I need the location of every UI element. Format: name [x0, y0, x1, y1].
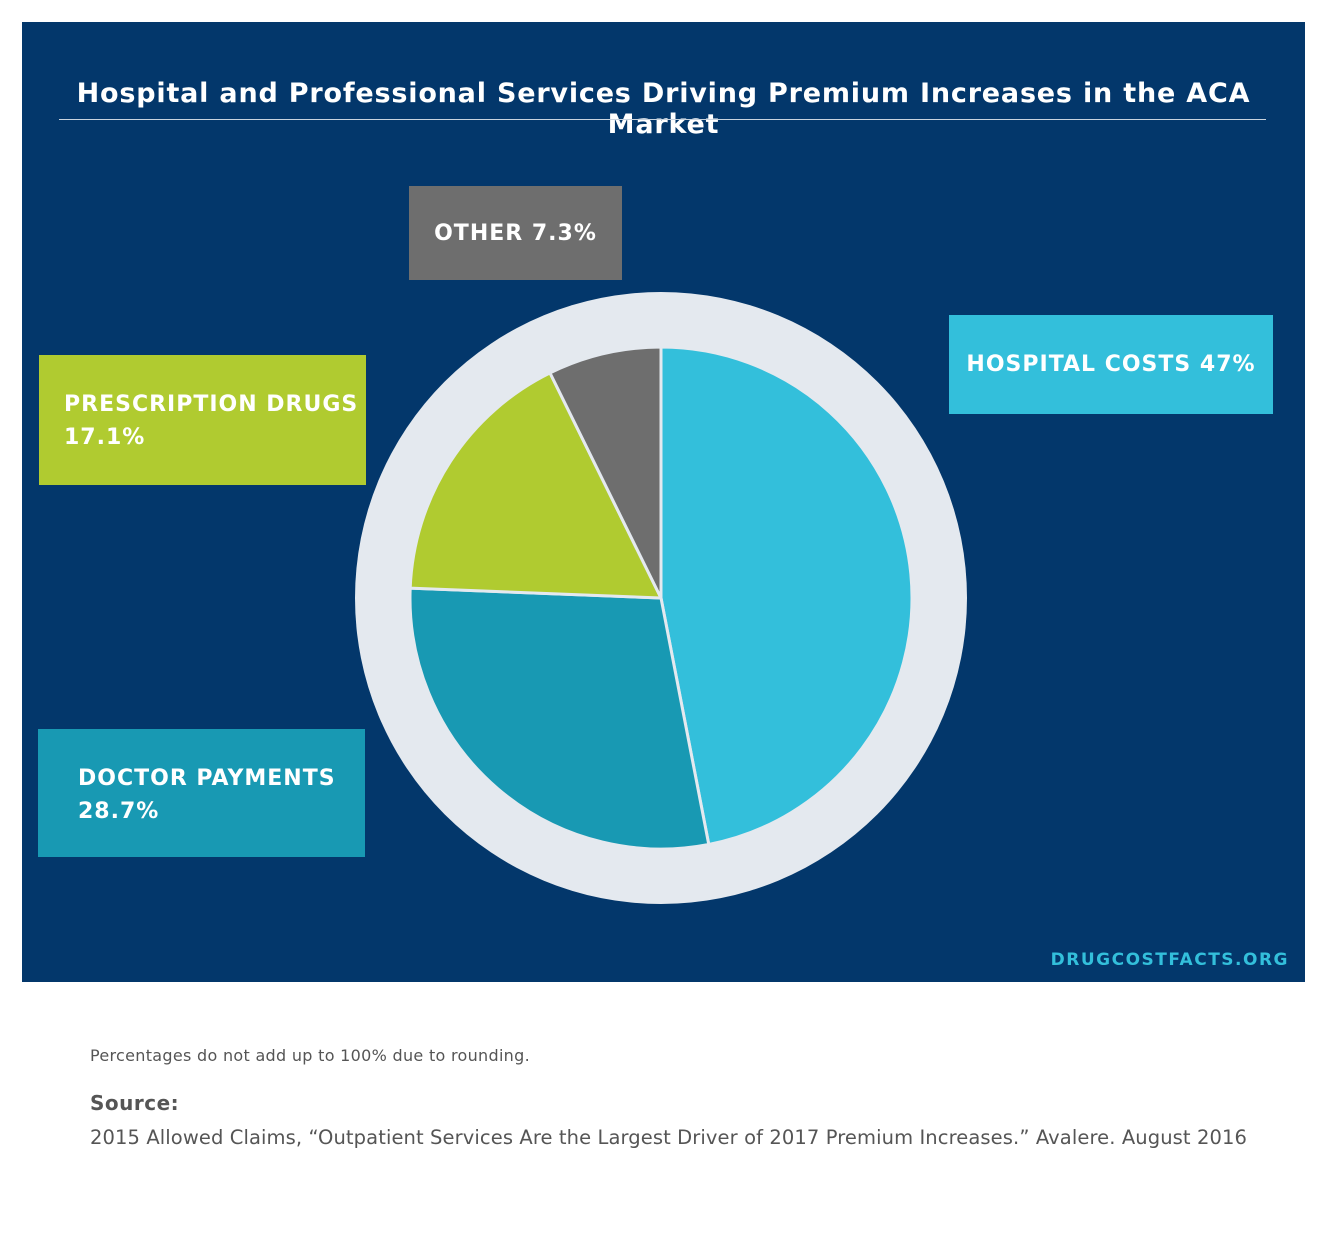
- slice-prescription-drugs: [408, 371, 663, 600]
- slice-doctor-payments: [408, 586, 711, 851]
- label-rx-name: PRESCRIPTION DRUGS: [64, 392, 359, 417]
- brand-watermark[interactable]: DRUGCOSTFACTS.ORG: [1050, 950, 1289, 970]
- chart-panel: Hospital and Professional Services Drivi…: [22, 22, 1305, 982]
- slice-other: [548, 345, 663, 600]
- label-hospital-text: HOSPITAL COSTS 47%: [966, 352, 1256, 377]
- label-doc-name: DOCTOR PAYMENTS: [78, 766, 336, 791]
- pie-chart: [355, 292, 967, 904]
- label-rx-pct: 17.1%: [64, 425, 146, 450]
- source-label: Source:: [90, 1091, 180, 1115]
- chart-title: Hospital and Professional Services Drivi…: [76, 78, 1251, 140]
- source-text: 2015 Allowed Claims, “Outpatient Service…: [90, 1126, 1247, 1149]
- label-prescription-drugs: PRESCRIPTION DRUGS 17.1%: [39, 355, 366, 485]
- label-doc-pct: 28.7%: [78, 799, 160, 824]
- label-hospital-costs: HOSPITAL COSTS 47%: [949, 315, 1273, 414]
- label-other: OTHER 7.3%: [409, 186, 622, 280]
- footnote: Percentages do not add up to 100% due to…: [90, 1046, 530, 1065]
- label-doctor-payments: DOCTOR PAYMENTS 28.7%: [38, 729, 365, 857]
- title-divider: [59, 119, 1266, 120]
- label-other-text: OTHER 7.3%: [434, 220, 597, 246]
- slice-hospital-costs: [659, 345, 914, 846]
